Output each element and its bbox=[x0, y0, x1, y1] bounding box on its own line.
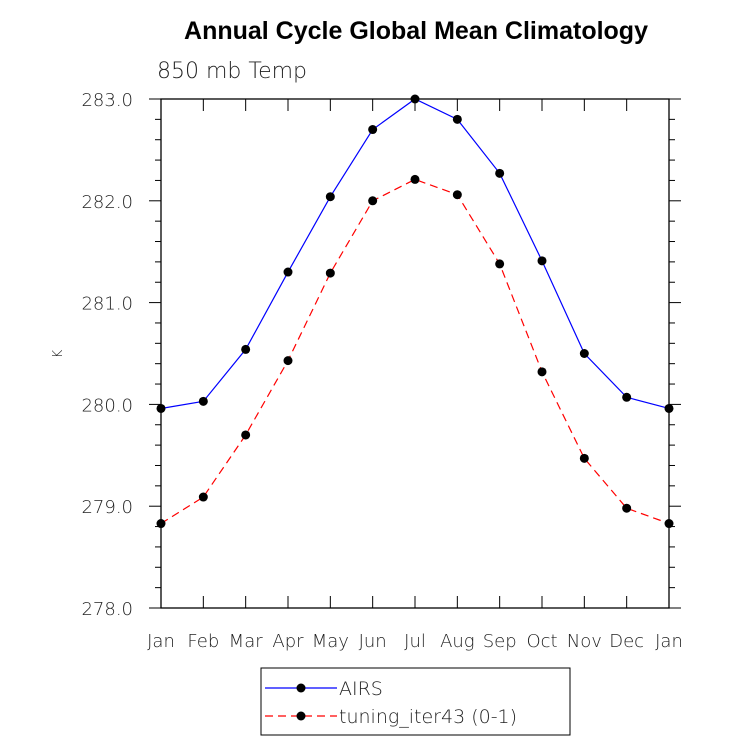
x-tick-label: Jul bbox=[404, 631, 426, 652]
y-tick-label: 281.0 bbox=[81, 294, 133, 315]
x-tick-label: Jun bbox=[359, 631, 387, 652]
x-tick-label: Jan bbox=[147, 631, 175, 652]
x-tick-label: Dec bbox=[609, 631, 644, 652]
legend: AIRS tuning_iter43 (0-1) bbox=[260, 667, 571, 736]
legend-label-0: AIRS bbox=[339, 678, 383, 700]
series-line-1 bbox=[160, 178, 670, 525]
data-point bbox=[198, 492, 208, 502]
data-point bbox=[495, 168, 505, 178]
data-point bbox=[241, 430, 251, 440]
data-point bbox=[452, 190, 462, 200]
x-tick-label: Apr bbox=[272, 631, 304, 652]
legend-marker-0 bbox=[296, 683, 306, 693]
legend-box bbox=[260, 667, 571, 736]
x-tick-label: Jan bbox=[655, 631, 683, 652]
data-point bbox=[283, 267, 293, 277]
axis-ticks: Jan Feb Mar Apr May Jun Jul Aug Sep Oct Nov Dec Jan 2… bbox=[81, 90, 682, 652]
data-point bbox=[579, 349, 589, 358]
data-point bbox=[579, 453, 589, 463]
x-tick-label: Nov bbox=[567, 631, 602, 652]
data-point bbox=[283, 356, 293, 366]
data-point bbox=[622, 392, 632, 402]
data-point bbox=[368, 125, 378, 135]
plot-series bbox=[156, 94, 674, 529]
y-tick-label: 278.0 bbox=[81, 599, 133, 620]
plot-frame bbox=[160, 98, 670, 609]
data-point bbox=[325, 268, 335, 278]
y-tick-label: 282.0 bbox=[81, 192, 133, 213]
x-tick-label: Feb bbox=[187, 631, 219, 652]
x-tick-label: Sep bbox=[483, 631, 517, 652]
data-point bbox=[495, 259, 505, 269]
legend-label-1: tuning_iter43 (0-1) bbox=[339, 706, 517, 728]
series-line-0 bbox=[160, 98, 670, 410]
data-point bbox=[325, 192, 335, 202]
plot-border bbox=[160, 98, 670, 609]
data-point bbox=[410, 174, 420, 184]
chart-title: Annual Cycle Global Mean Climatology bbox=[184, 17, 648, 45]
data-point bbox=[537, 367, 547, 377]
data-point bbox=[241, 344, 251, 354]
data-point bbox=[622, 503, 632, 513]
data-point bbox=[368, 196, 378, 206]
x-tick-label: Oct bbox=[526, 631, 557, 652]
data-point bbox=[198, 396, 208, 406]
y-axis-label: K bbox=[51, 349, 66, 358]
y-tick-label: 279.0 bbox=[81, 497, 133, 518]
legend-marker-1 bbox=[296, 711, 306, 721]
chart-subtitle: 850 mb Temp bbox=[157, 59, 307, 84]
data-point bbox=[452, 114, 462, 124]
x-tick-label: Mar bbox=[229, 631, 264, 652]
x-tick-label: Aug bbox=[440, 631, 475, 652]
data-point bbox=[537, 256, 547, 266]
x-tick-label: May bbox=[312, 631, 349, 652]
y-tick-label: 283.0 bbox=[81, 90, 133, 111]
y-tick-label: 280.0 bbox=[81, 395, 133, 416]
